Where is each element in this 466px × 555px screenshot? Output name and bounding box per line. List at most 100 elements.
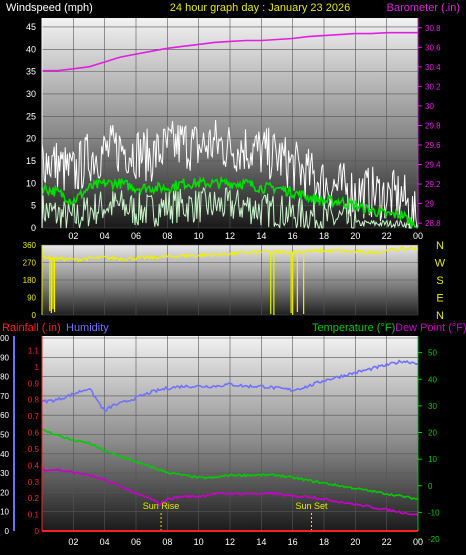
wind-tick-label: 20 [26,134,36,144]
temperature-tick-label: -10 [428,508,440,517]
rainfall-tick-label: 1.1 [28,346,40,355]
rainfall-tick-label: 0.4 [28,461,40,470]
barometer-tick-label: 29.4 [425,161,441,170]
wind-x-tick-label: 08 [162,231,172,241]
humidity-tick-label: 0 [5,527,10,536]
wind-tick-label: 0 [31,223,36,233]
humidity-tick-label: 10 [0,508,9,517]
wind-tick-label: 10 [26,178,36,188]
wind-tick-label: 30 [26,89,36,99]
wind-x-tick-label: 16 [288,231,298,241]
barometer-line [42,31,418,72]
barometer-tick-label: 30.8 [425,24,441,33]
temperature-tick-label: 50 [428,349,437,358]
humidity-tick-label: 20 [0,488,9,497]
rainfall-tick-label: 0 [35,527,40,536]
barometer-tick-label: 30.4 [425,63,441,72]
wind-x-tick-label: 20 [350,231,360,241]
temp-x-tick-label: 00 [413,537,423,547]
temperature-tick-label: 10 [428,455,437,464]
barometer-tick-label: 30 [425,102,434,111]
barometer-tick-label: 30.6 [425,43,441,52]
temperature-tick-label: 0 [428,482,433,491]
temp-x-tick-label: 16 [288,537,298,547]
temp-x-tick-label: 04 [100,537,110,547]
humidity-tick-label: 100 [0,334,10,343]
wind-x-tick-label: 22 [382,231,392,241]
wind-tick-label: 35 [26,67,36,77]
humidity-axis-title: Humidity [66,322,109,334]
humidity-tick-label: 60 [0,411,9,420]
temp-x-tick-label: 20 [350,537,360,547]
wind-axis-title: Windspeed (mph) [6,2,93,14]
wind-tick-label: 5 [31,201,36,211]
wind-tick-label: 25 [26,111,36,121]
temperature-tick-label: 40 [428,375,437,384]
wind-x-tick-label: 14 [256,231,266,241]
rainfall-tick-label: 0.5 [28,445,40,454]
wind-x-tick-label: 06 [131,231,141,241]
barometer-tick-label: 28.8 [425,219,441,228]
dewpoint-axis-title: Dew Point (°F) [395,322,466,334]
humidity-tick-label: 90 [0,353,9,362]
rainfall-tick-label: 0.2 [28,494,40,503]
rainfall-tick-label: 0.9 [28,379,40,388]
sun-marker-label: Sun Rise [143,501,180,511]
wind-x-tick-label: 10 [194,231,204,241]
wind-tick-label: 45 [26,22,36,32]
temp-x-tick-label: 12 [225,537,235,547]
barometer-tick-label: 29.8 [425,121,441,130]
wind-tick-label: 40 [26,44,36,54]
temperature-tick-label: -20 [428,535,440,544]
barometer-tick-label: 29.6 [425,141,441,150]
barometer-tick-label: 30.2 [425,82,441,91]
wind-x-tick-label: 04 [100,231,110,241]
rainfall-tick-label: 0.1 [28,511,40,520]
wind-direction-line [41,246,419,263]
sun-marker-label: Sun Set [295,501,328,511]
barometer-axis-title: Barometer (.in) [387,2,460,14]
compass-label: W [435,258,446,270]
wind-gust-line [41,119,419,229]
temp-x-tick-label: 06 [131,537,141,547]
direction-tick-label: 360 [23,241,37,250]
temperature-axis-title: Temperature (°F) [312,322,395,334]
wind-x-tick-label: 18 [319,231,329,241]
humidity-tick-label: 30 [0,469,9,478]
humidity-tick-label: 40 [0,450,9,459]
temp-x-tick-label: 22 [382,537,392,547]
dewpoint-line [41,468,419,517]
rainfall-tick-label: 0.7 [28,412,40,421]
temperature-tick-label: 30 [428,402,437,411]
wind-tick-label: 15 [26,156,36,166]
compass-label: N [436,310,444,322]
wind-average-line [41,175,419,229]
compass-label: E [436,293,443,305]
temp-x-tick-label: 18 [319,537,329,547]
rainfall-tick-label: 1 [35,363,40,372]
temp-x-tick-label: 02 [68,537,78,547]
rainfall-tick-label: 0.3 [28,478,40,487]
temp-x-tick-label: 10 [194,537,204,547]
wind-x-tick-label: 12 [225,231,235,241]
barometer-tick-label: 29 [425,200,434,209]
humidity-line [41,359,419,412]
rainfall-tick-label: 0.6 [28,429,40,438]
wind-x-tick-label: 02 [68,231,78,241]
rainfall-axis-title: Rainfall (.in) [2,322,61,334]
humidity-tick-label: 80 [0,373,9,382]
compass-label: S [436,275,443,287]
temp-x-tick-label: 08 [162,537,172,547]
rainfall-tick-label: 0.8 [28,396,40,405]
direction-tick-label: 0 [32,311,37,320]
wind-speed-light-line [41,186,419,230]
direction-tick-label: 270 [23,259,37,268]
chart-title: 24 hour graph day : January 23 2026 [170,2,350,14]
barometer-tick-label: 29.2 [425,180,441,189]
temperature-tick-label: 20 [428,429,437,438]
direction-tick-label: 90 [27,294,36,303]
temp-x-tick-label: 14 [256,537,266,547]
direction-tick-label: 180 [23,276,37,285]
wind-x-tick-label: 00 [413,231,423,241]
